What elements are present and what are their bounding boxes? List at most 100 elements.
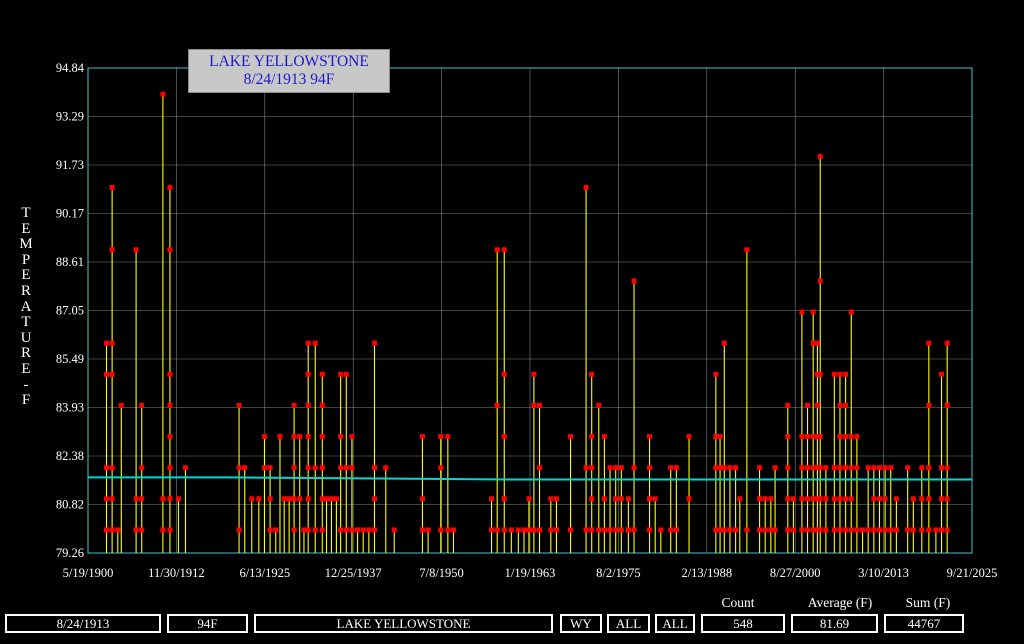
temperature-point bbox=[589, 371, 595, 377]
temperature-point bbox=[814, 527, 820, 533]
temperature-point bbox=[438, 527, 444, 533]
temp-field[interactable]: 94F bbox=[167, 614, 248, 633]
count-field[interactable]: 548 bbox=[701, 614, 785, 633]
temperature-point bbox=[383, 465, 389, 471]
temperature-point bbox=[713, 527, 719, 533]
temperature-point bbox=[768, 527, 774, 533]
temperature-point bbox=[814, 465, 820, 471]
x-tick-label: 8/27/2000 bbox=[770, 566, 821, 580]
average-line bbox=[88, 476, 972, 481]
temperature-point bbox=[919, 465, 925, 471]
temperature-point bbox=[103, 371, 109, 377]
temperature-point bbox=[360, 527, 366, 533]
temperature-point bbox=[668, 527, 674, 533]
temperature-point bbox=[848, 434, 854, 440]
temperature-point bbox=[366, 527, 372, 533]
temperature-point bbox=[944, 402, 950, 408]
temperature-point bbox=[167, 247, 173, 253]
temperature-point bbox=[277, 434, 283, 440]
temperature-point bbox=[501, 496, 507, 502]
temperature-point bbox=[888, 465, 894, 471]
temperature-point bbox=[267, 527, 273, 533]
temperature-point bbox=[297, 496, 303, 502]
temperature-point bbox=[553, 496, 559, 502]
temperature-point bbox=[882, 527, 888, 533]
temperature-point bbox=[531, 527, 537, 533]
temperature-point bbox=[785, 434, 791, 440]
temperature-point bbox=[817, 496, 823, 502]
temperature-point bbox=[893, 527, 899, 533]
temperature-point bbox=[810, 434, 816, 440]
temperature-point bbox=[103, 340, 109, 346]
temperature-point bbox=[319, 434, 325, 440]
filter1-field[interactable]: ALL bbox=[607, 614, 650, 633]
temperature-point bbox=[631, 465, 637, 471]
temperature-point bbox=[876, 465, 882, 471]
temperature-point bbox=[371, 496, 377, 502]
temperature-point bbox=[167, 402, 173, 408]
temperature-point bbox=[843, 465, 849, 471]
temperature-point bbox=[799, 527, 805, 533]
record-tooltip: LAKE YELLOWSTONE 8/24/1913 94F bbox=[188, 49, 390, 93]
y-axis-label-letter: A bbox=[20, 298, 32, 315]
temperature-point bbox=[236, 527, 242, 533]
temperature-point bbox=[631, 527, 637, 533]
temperature-point bbox=[305, 340, 311, 346]
count-label: Count bbox=[721, 595, 755, 610]
temperature-point bbox=[831, 496, 837, 502]
temperature-point bbox=[910, 527, 916, 533]
temperature-point bbox=[343, 371, 349, 377]
temperature-point bbox=[589, 465, 595, 471]
y-tick-label: 82.38 bbox=[56, 449, 84, 463]
temperature-point bbox=[494, 527, 500, 533]
temperature-point bbox=[109, 496, 115, 502]
temperature-point bbox=[772, 527, 778, 533]
temperature-point bbox=[297, 434, 303, 440]
temperature-point bbox=[618, 527, 624, 533]
temperature-point bbox=[944, 340, 950, 346]
temperature-point bbox=[333, 496, 339, 502]
temperature-point bbox=[338, 371, 344, 377]
average-field[interactable]: 81.69 bbox=[791, 614, 878, 633]
filter2-field[interactable]: ALL bbox=[655, 614, 695, 633]
temperature-point bbox=[489, 496, 495, 502]
y-axis-label-letter: R bbox=[20, 345, 31, 362]
temperature-point bbox=[371, 527, 377, 533]
station-field[interactable]: LAKE YELLOWSTONE bbox=[254, 614, 553, 633]
temperature-point bbox=[343, 527, 349, 533]
temperature-point bbox=[831, 465, 837, 471]
temperature-point bbox=[876, 527, 882, 533]
temperature-point bbox=[871, 496, 877, 502]
temperature-point bbox=[160, 91, 166, 97]
temperature-point bbox=[167, 434, 173, 440]
state-field[interactable]: WY bbox=[560, 614, 602, 633]
temperature-point bbox=[926, 496, 932, 502]
temperature-point bbox=[324, 496, 330, 502]
temperature-point bbox=[167, 496, 173, 502]
temperature-point bbox=[319, 496, 325, 502]
temperature-point bbox=[618, 465, 624, 471]
temperature-point bbox=[305, 371, 311, 377]
temperature-point bbox=[721, 527, 727, 533]
temperature-point bbox=[494, 402, 500, 408]
temperature-point bbox=[810, 527, 816, 533]
temperature-point bbox=[601, 496, 607, 502]
plot-frame bbox=[87, 67, 973, 554]
date-field[interactable]: 8/24/1913 bbox=[5, 614, 161, 633]
temperature-point bbox=[182, 465, 188, 471]
temperature-point bbox=[494, 247, 500, 253]
y-tick-label: 94.84 bbox=[56, 61, 85, 75]
temperature-point bbox=[805, 434, 811, 440]
temperature-point bbox=[109, 465, 115, 471]
temperature-point bbox=[613, 496, 619, 502]
temperature-point bbox=[727, 465, 733, 471]
y-tick-label: 85.49 bbox=[56, 352, 84, 366]
x-tick-label: 6/13/1925 bbox=[239, 566, 290, 580]
sum-field[interactable]: 44767 bbox=[884, 614, 964, 633]
temperature-point bbox=[607, 527, 613, 533]
temperature-point bbox=[349, 527, 355, 533]
temperature-point bbox=[919, 527, 925, 533]
temperature-point bbox=[625, 527, 631, 533]
temperature-point bbox=[508, 527, 514, 533]
